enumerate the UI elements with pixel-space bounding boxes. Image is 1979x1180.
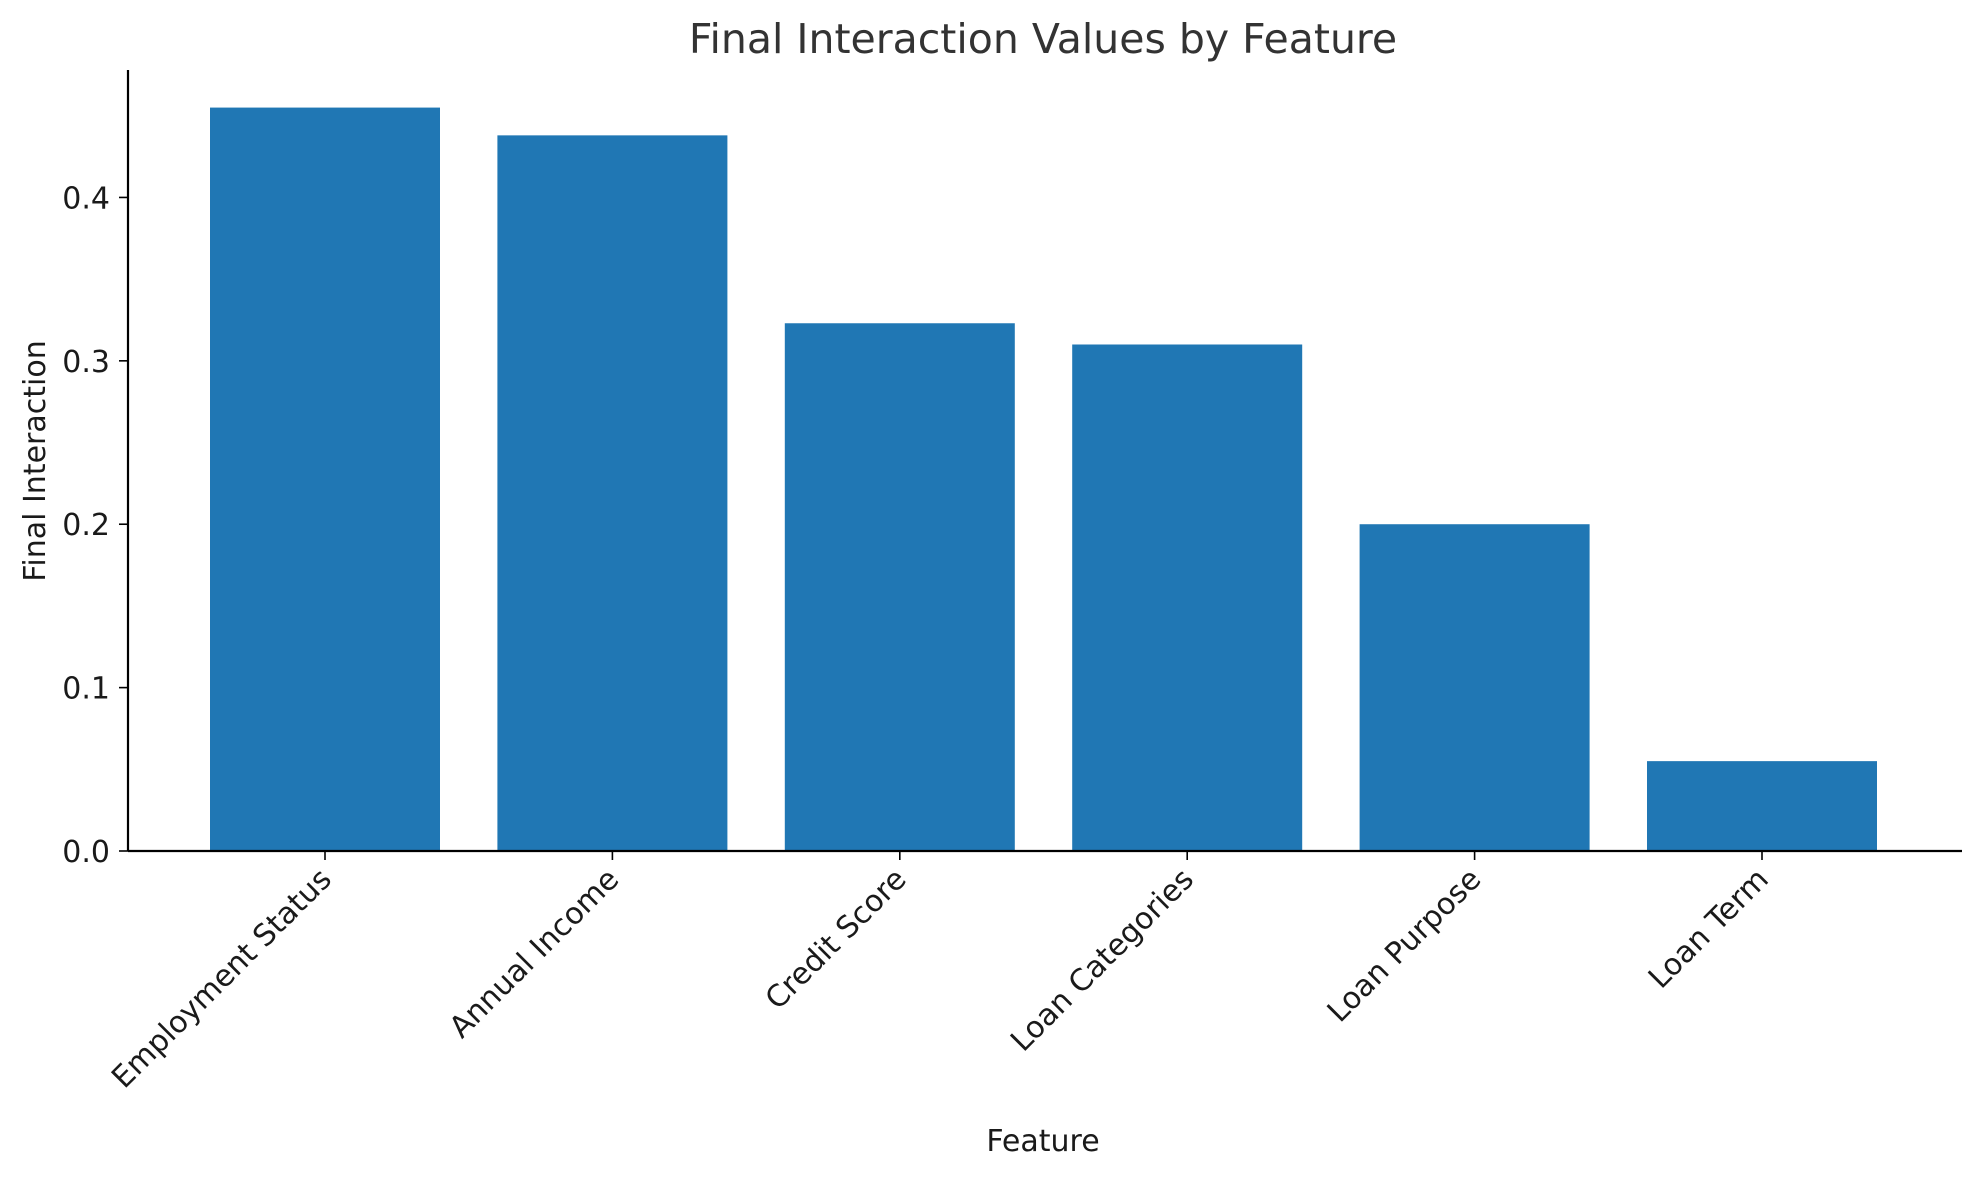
y-tick-label: 0.2	[62, 508, 110, 543]
bar-credit-score	[784, 323, 1015, 851]
x-tick-label: Loan Categories	[1004, 862, 1201, 1059]
y-tick-label: 0.3	[62, 345, 110, 380]
bar-annual-income	[497, 135, 728, 851]
bar-loan-purpose	[1359, 524, 1590, 851]
bar-loan-categories	[1072, 344, 1303, 851]
x-tick-label: Annual Income	[443, 862, 626, 1045]
y-axis-label: Final Interaction	[18, 340, 53, 581]
y-ticks: 0.0 0.1 0.2 0.3 0.4	[62, 181, 128, 870]
y-tick-label: 0.4	[62, 181, 110, 216]
x-tick-label: Credit Score	[759, 862, 914, 1017]
x-ticks: Employment Status Annual Income Credit Sco…	[105, 851, 1776, 1095]
x-axis-label: Feature	[986, 1124, 1099, 1159]
y-tick-label: 0.1	[62, 672, 110, 707]
bar-loan-term	[1647, 761, 1877, 851]
y-tick-label: 0.0	[62, 835, 110, 870]
bar-employment-status	[210, 107, 440, 852]
x-tick-label: Loan Purpose	[1321, 862, 1488, 1029]
bars-layer	[210, 107, 1877, 852]
x-tick-label: Loan Term	[1642, 862, 1776, 996]
x-tick-label: Employment Status	[105, 862, 339, 1096]
chart-title: Final Interaction Values by Feature	[689, 15, 1397, 63]
axes-layer	[126, 70, 1962, 853]
